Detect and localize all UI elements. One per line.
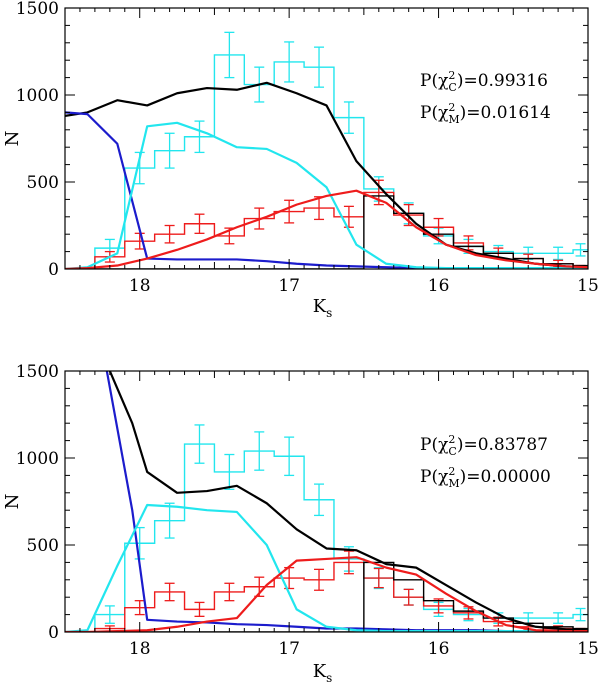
plot-area	[65, 31, 588, 269]
axes-frame	[64, 370, 589, 633]
top-panel: 18 17 16 15 0 500 1000 1500 Ks N P(χ2 C)=0.99316 P(χ…	[2, 0, 599, 320]
y-axis-title: N	[2, 494, 23, 510]
probability-annotation: P(χ2 C)=0.99316	[420, 69, 548, 94]
curve-black	[108, 371, 588, 632]
histogram-cyan	[65, 54, 588, 269]
curve-red	[65, 189, 588, 269]
y-axis-title: N	[2, 131, 23, 147]
y-tick-label: 1000	[16, 449, 59, 469]
probability-annotation: P(χ2 M)=0.01614	[420, 101, 551, 126]
y-tick-label: 1000	[16, 86, 59, 106]
y-tick-label: 0	[48, 623, 59, 643]
x-tick-label: 17	[278, 639, 300, 659]
x-axis-title: Ks	[313, 296, 333, 320]
histogram-red	[65, 191, 588, 269]
bottom-panel: 18 17 16 15 0 500 1000 1500 Ks N P(χ2 C)=0.83787 P(χ…	[2, 362, 599, 685]
histogram-black	[65, 195, 588, 269]
x-tick-label: 15	[577, 276, 599, 296]
curve-cyan	[65, 503, 588, 632]
y-tick-label: 1500	[16, 362, 59, 382]
curve-blue	[65, 111, 588, 269]
x-axis-title: Ks	[313, 661, 333, 685]
y-tick-label: 0	[48, 260, 59, 280]
probability-annotation: P(χ2 C)=0.83787	[420, 433, 548, 458]
histogram-black	[65, 561, 588, 632]
axes-frame	[64, 7, 589, 270]
x-tick-label: 18	[129, 639, 151, 659]
x-tick-label: 16	[428, 276, 450, 296]
probability-annotation: P(χ2 M)=0.00000	[420, 465, 551, 490]
plot-area	[65, 371, 588, 632]
y-tick-label: 500	[27, 536, 59, 556]
y-tick-label: 1500	[16, 0, 59, 19]
curve-red	[65, 556, 588, 632]
x-tick-label: 17	[278, 276, 300, 296]
x-tick-label: 15	[577, 639, 599, 659]
curve-black	[65, 81, 588, 269]
curve-cyan	[65, 121, 588, 269]
x-tick-label: 18	[129, 276, 151, 296]
x-tick-label: 16	[428, 639, 450, 659]
y-tick-label: 500	[27, 173, 59, 193]
